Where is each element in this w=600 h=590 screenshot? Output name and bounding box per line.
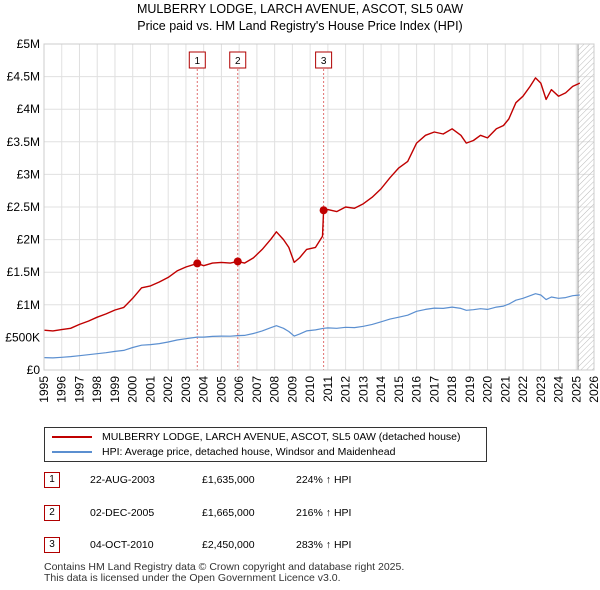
sale-label-text: 3 — [321, 56, 327, 67]
sale-hpi-change: 216% ↑ HPI — [296, 507, 352, 519]
forecast-hatch — [577, 44, 594, 370]
sale-date: 04-OCT-2010 — [90, 539, 154, 551]
x-tick-label: 2004 — [197, 376, 211, 403]
legend-swatch-hpi — [52, 451, 92, 453]
property-price-line — [43, 77, 581, 332]
x-tick-label: 2003 — [179, 376, 193, 403]
sale-label-text: 1 — [195, 56, 201, 67]
x-tick-label: 1998 — [90, 376, 104, 403]
x-tick-label: 2002 — [161, 376, 175, 403]
chart-title: MULBERRY LODGE, LARCH AVENUE, ASCOT, SL5… — [136, 2, 464, 16]
sale-price: £2,450,000 — [202, 539, 255, 551]
x-tick-label: 2015 — [392, 376, 406, 403]
y-tick-label: £500K — [5, 330, 40, 344]
x-tick-label: 2012 — [339, 376, 353, 403]
x-tick-label: 1995 — [37, 376, 51, 403]
footer-copyright: Contains HM Land Registry data © Crown c… — [44, 561, 405, 573]
x-tick-label: 2013 — [356, 376, 370, 403]
grid — [43, 43, 595, 371]
y-axis: £0 £500K £1M £1.5M £2M £2.5M £3M £3.5M £4M £4.5M £… — [5, 37, 40, 377]
x-tick-label: 1997 — [72, 376, 86, 403]
sale-date: 02-DEC-2005 — [90, 507, 155, 519]
x-tick-label: 2009 — [285, 376, 299, 403]
x-tick-label: 2021 — [498, 376, 512, 403]
y-tick-label: £3.5M — [7, 135, 40, 149]
x-tick-label: 2000 — [126, 376, 140, 403]
plot-border — [43, 43, 595, 371]
x-tick-label: 2001 — [143, 376, 157, 403]
sale-dot — [193, 259, 202, 268]
x-tick-label: 2006 — [232, 376, 246, 403]
sale-number: 2 — [44, 505, 60, 521]
price-chart: 1 2 3 £0 £500K £1M £1.5M £2M £2.5M £3M £3.5M £4M £4… — [5, 37, 600, 403]
sale-label-box — [229, 51, 247, 69]
y-tick-label: £1M — [17, 298, 40, 312]
x-tick-label: 2026 — [587, 376, 600, 403]
y-tick-label: £0 — [27, 363, 41, 377]
sale-dots — [193, 206, 328, 268]
x-tick-label: 2025 — [569, 376, 583, 403]
legend-item-hpi: HPI: Average price, detached house, Wind… — [52, 444, 395, 460]
x-tick-label: 2019 — [463, 376, 477, 403]
sale-row: 2 02-DEC-2005 £1,665,000 216% ↑ HPI — [44, 505, 424, 525]
x-tick-label: 1996 — [55, 376, 69, 403]
x-tick-label: 2022 — [516, 376, 530, 403]
legend-label-property: MULBERRY LODGE, LARCH AVENUE, ASCOT, SL5… — [102, 431, 461, 443]
sale-price: £1,635,000 — [202, 474, 255, 486]
sale-number: 3 — [44, 537, 60, 553]
hpi-line — [43, 293, 580, 359]
sale-number: 1 — [44, 472, 60, 488]
x-tick-label: 2008 — [268, 376, 282, 403]
x-tick-label: 2020 — [481, 376, 495, 403]
hatch-region — [578, 44, 594, 370]
legend-item-property: MULBERRY LODGE, LARCH AVENUE, ASCOT, SL5… — [52, 429, 461, 445]
sale-row: 3 04-OCT-2010 £2,450,000 283% ↑ HPI — [44, 537, 424, 557]
footer-licence: This data is licensed under the Open Gov… — [44, 572, 341, 584]
x-tick-label: 2011 — [321, 376, 335, 402]
y-tick-label: £3M — [17, 167, 40, 181]
sale-dot — [233, 257, 242, 266]
x-tick-label: 2014 — [374, 376, 388, 403]
sale-price: £1,665,000 — [202, 507, 255, 519]
x-tick-label: 2018 — [445, 376, 459, 403]
y-tick-label: £5M — [17, 37, 40, 51]
sale-hpi-change: 283% ↑ HPI — [296, 539, 352, 551]
x-tick-label: 2017 — [427, 376, 441, 403]
x-tick-label: 2024 — [552, 376, 566, 403]
y-tick-label: £2M — [17, 233, 40, 247]
x-tick-label: 2016 — [410, 376, 424, 403]
chart-subtitle: Price paid vs. HM Land Registry's House … — [137, 19, 463, 33]
sale-date: 22-AUG-2003 — [90, 474, 155, 486]
x-axis: 1995 1996 1997 1998 1999 2000 2001 2002 2003 2004… — [37, 43, 600, 403]
legend-swatch-property — [52, 436, 92, 438]
legend: MULBERRY LODGE, LARCH AVENUE, ASCOT, SL5… — [44, 427, 487, 462]
x-tick-label: 2010 — [303, 376, 317, 403]
y-tick-label: £4M — [17, 102, 40, 116]
sale-markers: 1 2 3 — [188, 51, 333, 370]
x-tick-label: 2007 — [250, 376, 264, 403]
x-tick-label: 2023 — [534, 376, 548, 403]
sale-label-box — [188, 51, 206, 69]
sale-dot — [319, 206, 328, 215]
x-tick-label: 1999 — [108, 376, 122, 403]
legend-label-hpi: HPI: Average price, detached house, Wind… — [102, 446, 396, 458]
y-tick-label: £1.5M — [7, 265, 40, 279]
y-tick-label: £2.5M — [7, 200, 40, 214]
series — [43, 77, 581, 359]
sale-row: 1 22-AUG-2003 £1,635,000 224% ↑ HPI — [44, 472, 424, 492]
sale-hpi-change: 224% ↑ HPI — [296, 474, 352, 486]
y-tick-label: £4.5M — [7, 70, 40, 84]
sale-label-text: 2 — [235, 56, 241, 67]
x-tick-label: 2005 — [214, 376, 228, 403]
sale-label-box — [315, 51, 333, 69]
